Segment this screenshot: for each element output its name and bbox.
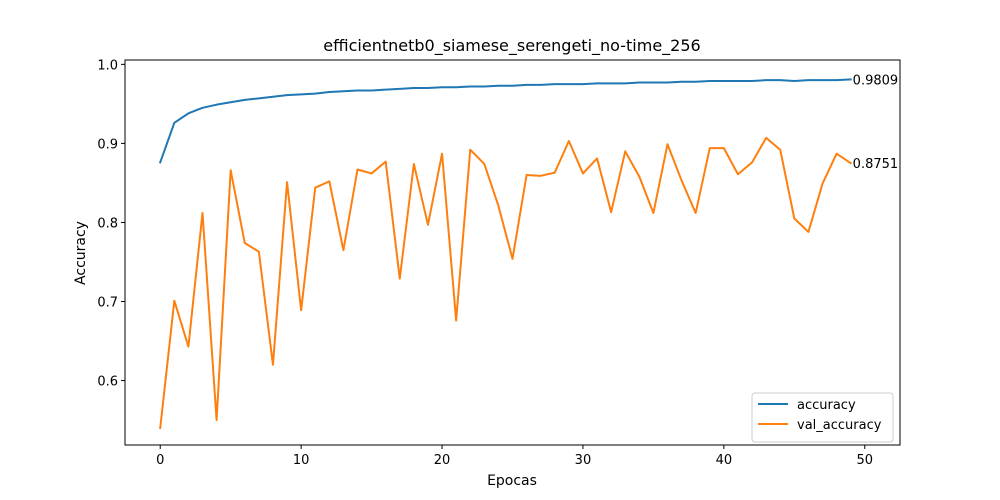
legend-label-val-accuracy: val_accuracy [797,418,882,433]
legend-label-accuracy: accuracy [797,398,856,413]
x-axis-label: Epocas [487,473,537,489]
x-tick-label: 0 [156,453,164,468]
axes: 0.9809 0.8751 0 10 20 30 40 50 0.6 0.7 0.8 0.9 1.0 [97,58,898,468]
y-tick-label: 1.0 [97,58,118,73]
plot-area [158,78,853,430]
series-line-val-accuracy [159,136,853,430]
y-tick-label: 0.6 [97,375,118,390]
end-value-label-val-accuracy: 0.8751 [853,157,899,172]
x-tick-label: 30 [575,453,592,468]
y-tick-label: 0.9 [97,137,118,152]
series-line-accuracy [158,78,852,164]
end-value-label-accuracy: 0.9809 [853,73,899,88]
y-tick-label: 0.7 [97,296,118,311]
x-tick-label: 40 [716,453,733,468]
x-tick-label: 50 [856,453,873,468]
y-tick-label: 0.8 [97,216,118,231]
legend-box [751,392,894,443]
chart-title: efficientnetb0_siamese_serengeti_no-time… [323,36,700,56]
x-tick-label: 20 [434,453,451,468]
plot-frame [124,59,901,446]
x-tick-label: 10 [293,453,310,468]
legend: accuracy val_accuracy [751,392,894,443]
y-axis-label: Accuracy [73,221,89,285]
